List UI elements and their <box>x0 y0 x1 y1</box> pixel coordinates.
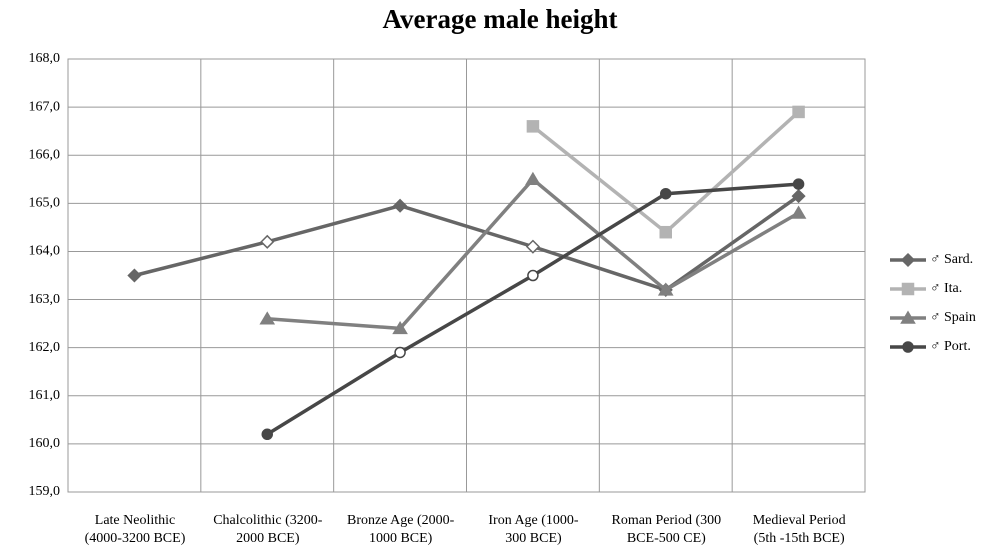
data-point <box>526 120 540 133</box>
y-tick-label: 164,0 <box>29 244 61 259</box>
y-tick-label: 168,0 <box>29 51 61 66</box>
y-tick-label: 165,0 <box>29 196 61 211</box>
data-point <box>792 178 805 190</box>
data-point <box>792 105 805 119</box>
data-point <box>525 171 541 186</box>
x-tick-label: Late Neolithic (4000-3200 BCE) <box>84 513 186 546</box>
legend-label: ♂ Ita. <box>930 281 962 296</box>
series-line <box>133 194 800 292</box>
y-tick-label: 160,0 <box>29 436 61 451</box>
x-tick-label: Bronze Age (2000- 1000 BCE) <box>347 513 455 546</box>
legend-marker <box>900 252 916 268</box>
y-tick-label: 161,0 <box>29 388 61 403</box>
y-tick-label: 163,0 <box>29 292 61 307</box>
x-tick-label: Iron Age (1000- 300 BCE) <box>488 513 579 546</box>
x-tick-label: Medieval Period (5th -15th BCE) <box>752 513 846 546</box>
data-point <box>657 282 674 296</box>
data-point <box>394 346 406 359</box>
legend-marker <box>901 282 915 296</box>
chart-title: Average male height <box>383 4 618 34</box>
data-point <box>791 189 806 204</box>
legend-marker <box>900 310 916 324</box>
data-point <box>260 234 275 249</box>
legend-label: ♂ Port. <box>930 339 971 354</box>
y-tick-label: 167,0 <box>29 99 61 114</box>
data-point <box>259 311 276 325</box>
x-tick-label: Roman Period (300 BCE-500 CE) <box>611 513 722 546</box>
data-point <box>261 428 273 441</box>
data-point <box>127 268 142 283</box>
y-tick-label: 162,0 <box>29 340 61 355</box>
data-point <box>393 198 408 213</box>
legend-label: ♂ Sard. <box>930 252 973 267</box>
data-point <box>527 269 539 282</box>
x-tick-label: Chalcolithic (3200- 2000 BCE) <box>213 513 323 546</box>
y-tick-label: 159,0 <box>29 484 61 499</box>
y-tick-label: 166,0 <box>29 147 61 162</box>
data-point <box>525 239 540 254</box>
legend-label: ♂ Spain <box>930 310 976 325</box>
data-point <box>659 225 672 239</box>
legend-marker <box>902 341 914 353</box>
data-point <box>392 320 408 335</box>
data-point <box>790 205 807 219</box>
data-point <box>660 187 672 200</box>
